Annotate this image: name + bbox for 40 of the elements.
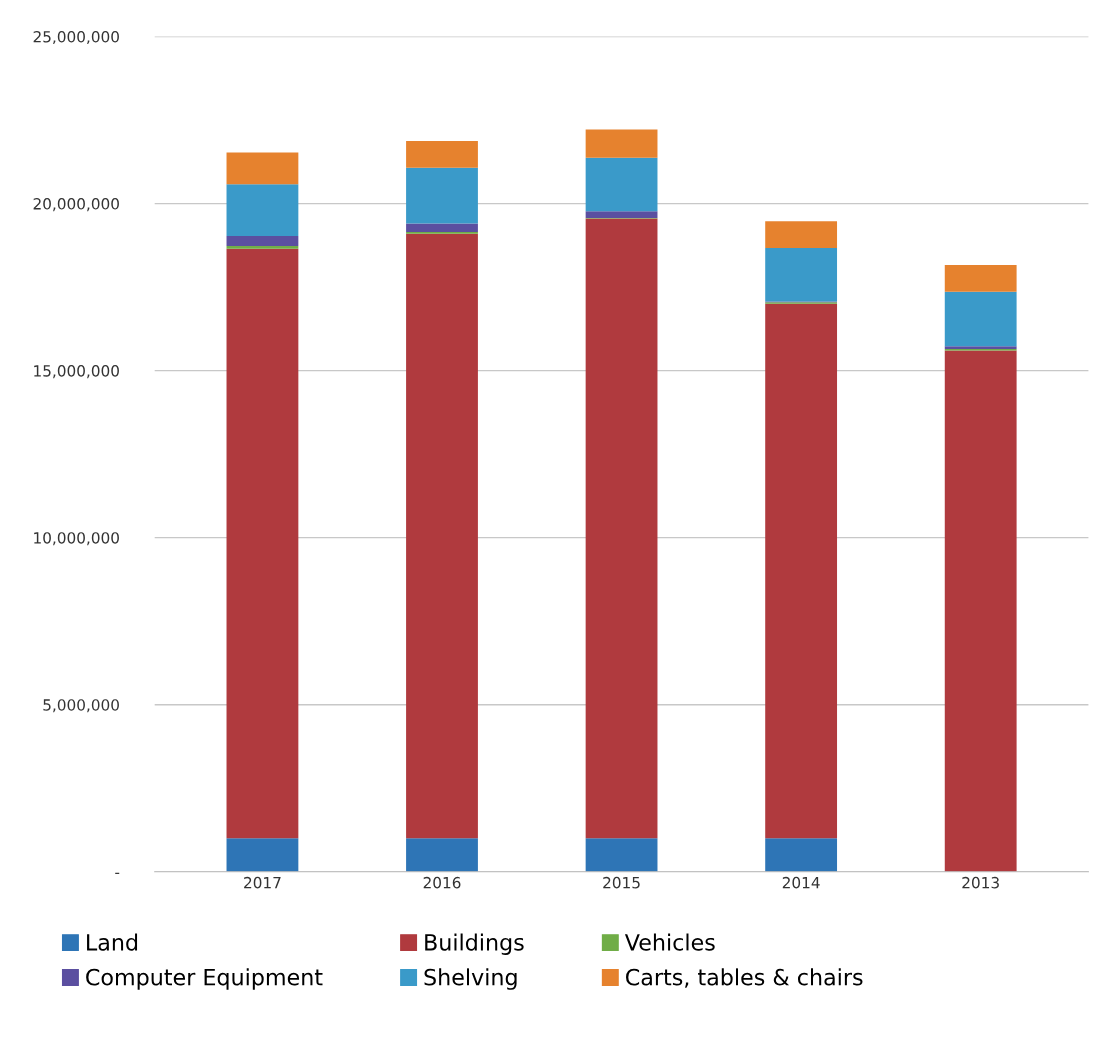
bar: [585, 129, 658, 158]
bar: [765, 248, 838, 302]
bar: [585, 157, 658, 212]
bar: [226, 184, 299, 236]
bar: [585, 838, 658, 872]
bar: [406, 838, 478, 872]
legend-label: Carts, tables & chairs: [626, 968, 863, 988]
legend-label: Shelving: [424, 968, 517, 990]
bar: [406, 141, 478, 168]
legend-label: Computer Equipment: [86, 968, 323, 990]
bar: [765, 221, 838, 249]
x-tick-label: 2013: [962, 876, 999, 889]
y-tick-label: 25,000,000: [33, 31, 119, 45]
legend-label: Land: [87, 933, 138, 951]
bar: [585, 218, 658, 839]
legend-label: Buildings: [425, 933, 524, 956]
bar: [226, 248, 299, 839]
bar: [406, 167, 478, 224]
bar: [585, 211, 658, 218]
y-tick-label: -: [115, 872, 120, 874]
bar: [406, 223, 478, 232]
bar: [226, 838, 299, 872]
y-tick-label: 15,000,000: [34, 365, 119, 379]
bar: [226, 235, 299, 247]
bar: [765, 303, 838, 839]
y-tick-label: 20,000,000: [33, 198, 119, 212]
bar: [226, 152, 299, 185]
x-tick-label: 2017: [244, 876, 281, 889]
legend-label: Vehicles: [624, 933, 715, 951]
bar: [226, 246, 299, 249]
y-tick-label: 5,000,000: [43, 699, 119, 713]
bar: [944, 291, 1017, 347]
bar: [944, 265, 1017, 292]
x-tick-label: 2015: [603, 876, 640, 889]
y-tick-label: 10,000,000: [34, 532, 119, 546]
bar: [765, 838, 838, 872]
x-tick-label: 2016: [423, 876, 461, 889]
x-tick-label: 2014: [782, 876, 820, 889]
bar: [944, 350, 1017, 872]
bar: [406, 233, 478, 839]
